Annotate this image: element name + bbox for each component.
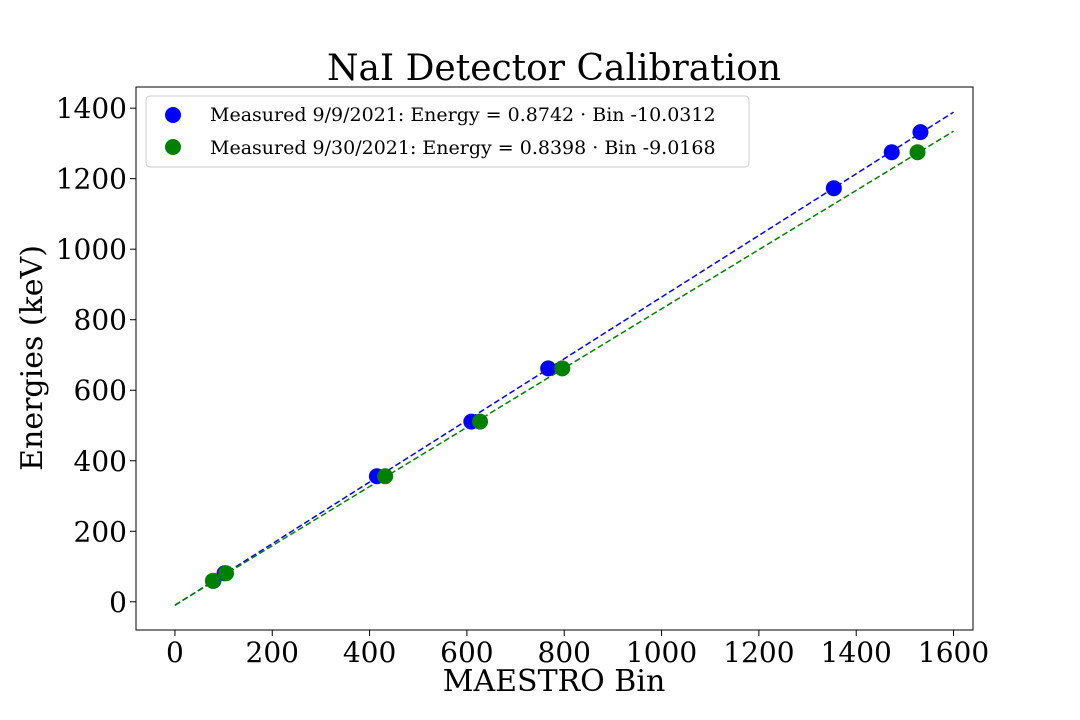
x-tick-label: 400 xyxy=(343,636,396,669)
y-tick-label: 1400 xyxy=(56,92,127,125)
x-tick-label: 1200 xyxy=(723,636,794,669)
x-axis-label: MAESTRO Bin xyxy=(443,664,666,699)
data-point-series-2 xyxy=(218,565,235,582)
y-tick-label: 800 xyxy=(74,304,127,337)
y-tick-label: 0 xyxy=(109,586,127,619)
data-point-series-2 xyxy=(554,360,571,377)
data-point-series-1 xyxy=(825,180,842,197)
y-tick-label: 1000 xyxy=(56,233,127,266)
x-tick-label: 1400 xyxy=(821,636,892,669)
y-axis: 0 200 400 600 800 1000 1200 1400 xyxy=(56,92,136,619)
y-tick-label: 600 xyxy=(74,374,127,407)
legend-label-series-2: Measured 9/30/2021: Energy = 0.8398 · Bi… xyxy=(210,137,716,159)
y-axis-label: Energies (keV) xyxy=(15,245,50,471)
data-point-series-1 xyxy=(540,360,557,377)
chart-title: NaI Detector Calibration xyxy=(327,48,781,89)
x-tick-label: 1600 xyxy=(918,636,989,669)
legend-box xyxy=(145,95,750,168)
data-point-series-2 xyxy=(377,468,394,485)
y-tick-label: 200 xyxy=(74,515,127,548)
plot-area xyxy=(135,86,974,631)
y-tick-label: 1200 xyxy=(56,163,127,196)
data-point-series-2 xyxy=(909,144,926,161)
x-tick-label: 1000 xyxy=(626,636,697,669)
data-point-series-2 xyxy=(204,572,221,589)
data-point-series-1 xyxy=(912,124,929,141)
fit-line-series-1 xyxy=(174,111,954,606)
y-tick-label: 400 xyxy=(74,445,127,478)
x-tick-label: 800 xyxy=(538,636,591,669)
data-point-series-2 xyxy=(472,413,489,430)
x-tick-label: 0 xyxy=(166,636,184,669)
legend-marker-series-1 xyxy=(165,107,181,123)
data-point-series-1 xyxy=(883,144,900,161)
data-points xyxy=(204,124,929,589)
x-tick-label: 200 xyxy=(246,636,299,669)
x-axis: 0 200 400 600 800 1000 1200 1400 1600 xyxy=(166,630,989,669)
legend: Measured 9/9/2021: Energy = 0.8742 · Bin… xyxy=(145,95,750,168)
legend-marker-series-2 xyxy=(165,139,181,155)
x-tick-label: 600 xyxy=(440,636,493,669)
legend-label-series-1: Measured 9/9/2021: Energy = 0.8742 · Bin… xyxy=(210,104,716,126)
